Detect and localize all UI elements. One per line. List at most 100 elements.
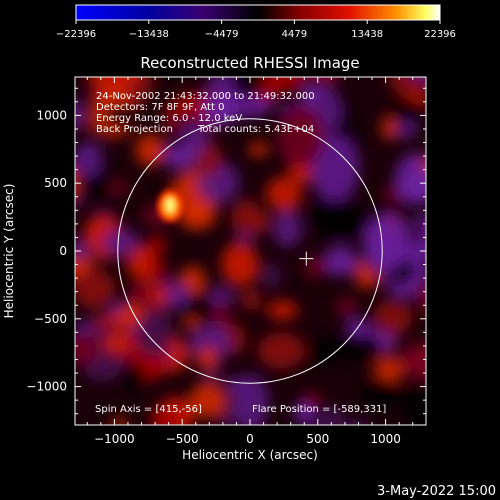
x-tick-label: 0: [246, 432, 254, 446]
texture-blob: [316, 77, 338, 83]
colorbar-tick-label: −4479: [205, 29, 239, 40]
texture-blob: [359, 377, 402, 411]
texture-blob: [310, 187, 355, 239]
annotation-time-range: 24-Nov-2002 21:43:32.000 to 21:49:32.000: [96, 91, 315, 102]
texture-blob: [130, 285, 151, 305]
texture-blob: [341, 333, 384, 363]
texture-blob: [400, 341, 426, 381]
texture-blob: [90, 77, 132, 93]
flare-source: [157, 190, 184, 223]
texture-blob: [203, 93, 238, 126]
texture-blob: [178, 201, 216, 230]
flare-peak: [166, 198, 175, 213]
texture-blob: [101, 228, 139, 257]
texture-blob: [421, 157, 426, 171]
texture-blob: [294, 400, 314, 425]
texture-blob: [411, 77, 426, 82]
texture-blob: [416, 280, 426, 313]
texture-blob: [324, 246, 358, 276]
texture-blob: [150, 405, 181, 425]
colorbar-gradient: [75, 4, 441, 21]
texture-blob: [80, 142, 102, 155]
x-tick-label: 500: [306, 432, 329, 446]
texture-blob: [75, 99, 84, 130]
chart-title: Reconstructed RHESSI Image: [140, 54, 359, 72]
texture-blob: [240, 289, 262, 311]
texture-blob: [248, 141, 269, 157]
spin-axis-marker: [299, 251, 314, 266]
texture-blob: [149, 287, 171, 303]
texture-blob: [109, 181, 130, 195]
y-axis-label: Heliocentric Y (arcsec): [2, 184, 16, 319]
texture-blob: [395, 152, 426, 205]
x-tick-label: −500: [166, 432, 199, 446]
x-axis-label: Heliocentric X (arcsec): [182, 448, 318, 462]
texture-blob: [310, 134, 358, 201]
texture-blob: [209, 287, 234, 305]
texture-blob: [75, 240, 91, 260]
texture-blob: [350, 422, 364, 425]
texture-blob: [103, 103, 146, 129]
texture-blob: [381, 117, 398, 140]
texture-blob: [373, 299, 413, 335]
plot-timestamp: 3-May-2022 15:00: [377, 484, 496, 499]
colorbar-tick-label: −13438: [129, 29, 169, 40]
texture-blob: [374, 356, 403, 384]
texture-blob: [135, 134, 166, 167]
tick-labels: −1000 −500 0 500 1000 −1000 −500 0 500 1000: [26, 108, 400, 446]
texture-blob: [103, 332, 131, 355]
y-tick-label: 1000: [36, 108, 67, 122]
texture-blob: [182, 317, 200, 329]
texture-blob: [257, 332, 305, 370]
colorbar-tick-label: 22396: [424, 29, 456, 40]
texture-blob: [265, 176, 303, 212]
texture-blob: [120, 362, 146, 390]
annotation-method: Back Projection: [96, 124, 173, 135]
image-annotations: 24-Nov-2002 21:43:32.000 to 21:49:32.000…: [95, 91, 386, 415]
image-intensity-map: [75, 63, 444, 425]
x-tick-label: −1000: [94, 432, 135, 446]
axis-ticks: [75, 77, 426, 425]
image-texture: [75, 63, 444, 425]
texture-blob: [75, 269, 116, 309]
texture-blob: [189, 382, 228, 419]
texture-blob: [135, 309, 173, 356]
y-tick-label: −500: [34, 312, 67, 326]
texture-blob: [75, 332, 99, 366]
texture-blob: [160, 77, 181, 81]
texture-blob: [308, 337, 348, 366]
texture-blob: [147, 234, 167, 255]
texture-blob: [75, 188, 85, 210]
annotation-energy-range: Energy Range: 6.0 - 12.0 keV: [96, 113, 242, 124]
texture-blob: [230, 199, 262, 237]
annotation-total-counts: Total counts: 5.43E+04: [197, 124, 314, 135]
texture-blob: [181, 121, 209, 157]
texture-blob: [266, 300, 299, 320]
texture-blob: [163, 113, 184, 136]
texture-blob: [226, 376, 246, 395]
texture-blob: [277, 105, 325, 168]
y-tick-label: 500: [44, 176, 67, 190]
texture-blob: [389, 77, 426, 96]
texture-blob: [427, 63, 444, 81]
texture-blob: [364, 214, 407, 272]
colorbar-tick-label: 13438: [351, 29, 383, 40]
texture-blob: [304, 256, 328, 278]
texture-blob: [231, 77, 266, 98]
reconstructed-image: [74, 63, 444, 426]
annotation-detectors: Detectors: 7F 8F 9F, Att 0: [96, 102, 224, 113]
colorbar-tick-label: −22396: [56, 29, 96, 40]
texture-blob: [301, 84, 318, 105]
texture-blob: [273, 210, 302, 248]
texture-blob: [270, 77, 306, 92]
texture-blob: [261, 263, 282, 289]
y-tick-label: 0: [59, 244, 67, 258]
texture-blob: [221, 241, 259, 287]
texture-blob: [395, 118, 418, 139]
colorbar: −22396 −13438 −4479 4479 13438 22396: [56, 4, 456, 40]
solar-limb-circle: [117, 118, 383, 384]
colorbar-ticks: −22396 −13438 −4479 4479 13438 22396: [56, 20, 456, 40]
texture-blob: [402, 383, 426, 425]
